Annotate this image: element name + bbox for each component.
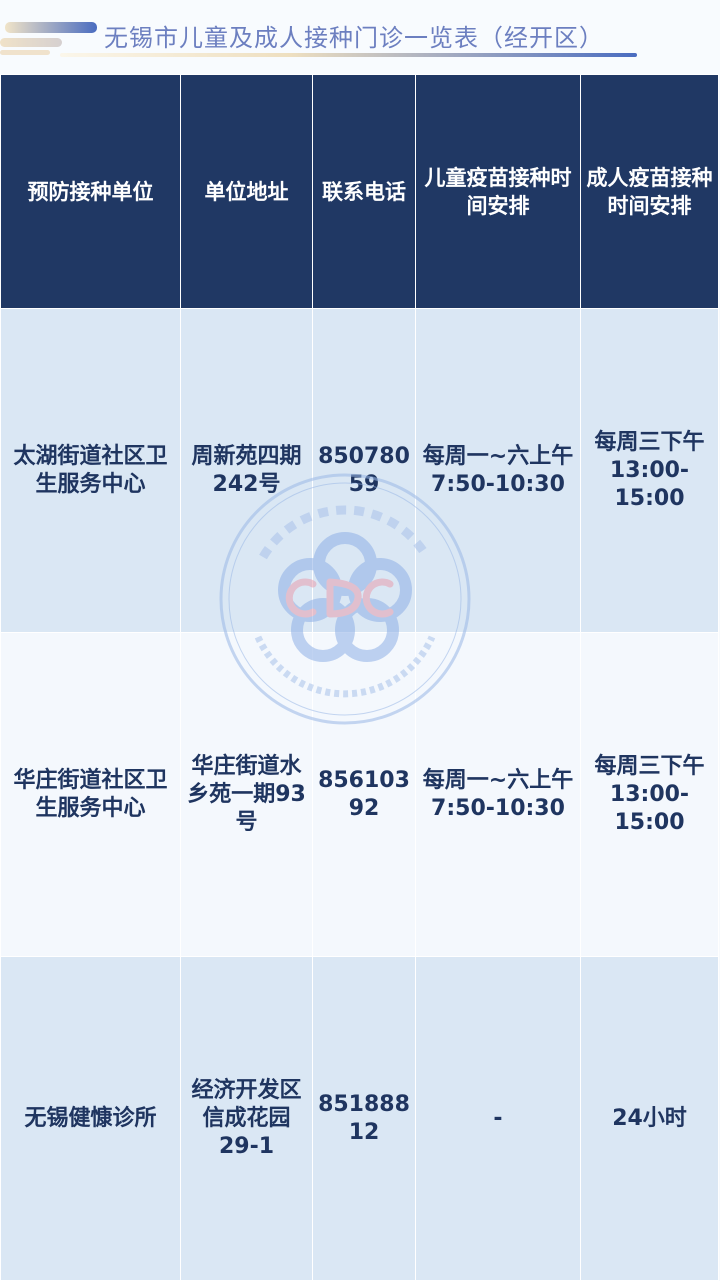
table-row: 华庄街道社区卫生服务中心 华庄街道水乡苑一期93号 85610392 每周一~六…	[0, 632, 719, 957]
column-header: 联系电话	[312, 74, 416, 309]
table-row: 无锡健慷诊所 经济开发区信成花园29-1 85188812 - 24小时	[0, 956, 719, 1281]
adult-schedule-cell: 24小时	[580, 956, 719, 1281]
table-row: 太湖街道社区卫生服务中心 周新苑四期242号 85078059 每周一~六上午7…	[0, 308, 719, 633]
column-header: 单位地址	[180, 74, 313, 309]
decor-bar	[0, 38, 62, 47]
clinic-table: 预防接种单位 单位地址 联系电话 儿童疫苗接种时间安排 成人疫苗接种时间安排 太…	[0, 74, 719, 1281]
phone-cell: 85078059	[312, 308, 416, 633]
unit-cell: 无锡健慷诊所	[0, 956, 181, 1281]
adult-schedule-cell: 每周三下午13:00-15:00	[580, 632, 719, 957]
address-cell: 华庄街道水乡苑一期93号	[180, 632, 313, 957]
decor-bar	[5, 22, 97, 33]
unit-cell: 太湖街道社区卫生服务中心	[0, 308, 181, 633]
phone-cell: 85188812	[312, 956, 416, 1281]
unit-cell: 华庄街道社区卫生服务中心	[0, 632, 181, 957]
decor-bar	[0, 50, 50, 55]
page-title: 无锡市儿童及成人接种门诊一览表（经开区）	[104, 24, 604, 52]
title-underline	[60, 53, 637, 57]
column-header: 预防接种单位	[0, 74, 181, 309]
page-header: 无锡市儿童及成人接种门诊一览表（经开区）	[0, 0, 720, 74]
phone-cell: 85610392	[312, 632, 416, 957]
child-schedule-cell: 每周一~六上午7:50-10:30	[415, 632, 581, 957]
child-schedule-cell: 每周一~六上午7:50-10:30	[415, 308, 581, 633]
address-cell: 周新苑四期242号	[180, 308, 313, 633]
adult-schedule-cell: 每周三下午13:00-15:00	[580, 308, 719, 633]
address-cell: 经济开发区信成花园29-1	[180, 956, 313, 1281]
child-schedule-cell: -	[415, 956, 581, 1281]
table-header-row: 预防接种单位 单位地址 联系电话 儿童疫苗接种时间安排 成人疫苗接种时间安排	[0, 74, 719, 309]
column-header: 成人疫苗接种时间安排	[580, 74, 719, 309]
column-header: 儿童疫苗接种时间安排	[415, 74, 581, 309]
